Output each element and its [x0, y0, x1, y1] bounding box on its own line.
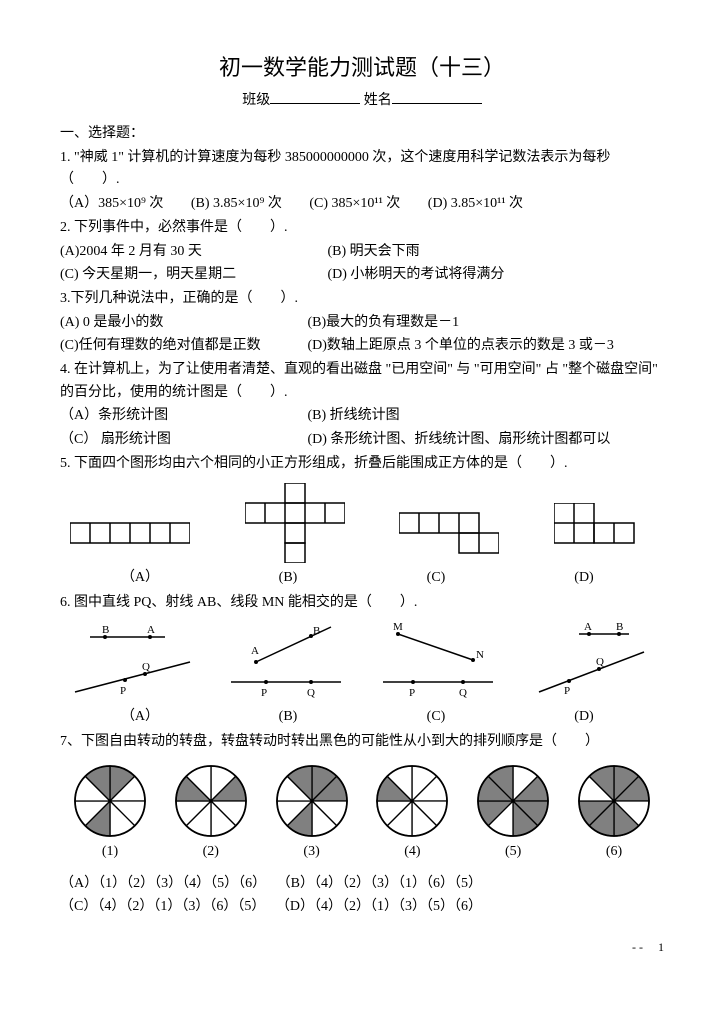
- q6-figures: B A P Q A B P Q M N P Q: [70, 622, 654, 702]
- q1-opt-d: (D) 3.85×10¹¹ 次: [428, 193, 523, 215]
- q6-lab-a: （A）: [100, 706, 180, 728]
- q5-fig-a: [70, 503, 190, 563]
- subtitle: 班级 姓名: [60, 89, 664, 112]
- q2-opt-b: (B) 明天会下雨: [328, 241, 420, 263]
- spinner-3: (3): [272, 761, 352, 863]
- q6-lab-b: (B): [248, 706, 328, 728]
- q1-opt-c: (C) 385×10¹¹ 次: [309, 193, 400, 215]
- q5-lab-c: (C): [396, 567, 476, 589]
- svg-text:N: N: [476, 649, 484, 661]
- q6-fig-d: A B P Q: [524, 622, 654, 702]
- q2-options-row2: (C) 今天星期一，明天星期二 (D) 小彬明天的考试将得满分: [60, 264, 664, 286]
- q4-options-row1: （A）条形统计图 (B) 折线统计图: [60, 405, 664, 427]
- q4-opt-c: （C） 扇形统计图: [60, 429, 280, 451]
- footer-dash: - -: [632, 940, 643, 954]
- svg-text:B: B: [616, 622, 623, 633]
- page-title: 初一数学能力测试题（十三）: [60, 50, 664, 85]
- q2-opt-c: (C) 今天星期一，明天星期二: [60, 264, 300, 286]
- svg-text:Q: Q: [142, 661, 150, 673]
- q2-text: 2. 下列事件中，必然事件是（ ）.: [60, 217, 664, 239]
- q4-opt-d: (D) 条形统计图、折线统计图、扇形统计图都可以: [308, 429, 611, 451]
- q3-opt-a: (A) 0 是最小的数: [60, 312, 280, 334]
- svg-text:A: A: [251, 645, 259, 657]
- svg-text:Q: Q: [596, 656, 604, 668]
- q5-lab-b: (B): [248, 567, 328, 589]
- q6-lab-c: (C): [396, 706, 476, 728]
- q4-opt-a: （A）条形统计图: [60, 405, 280, 427]
- q6-labels: （A） (B) (C) (D): [100, 706, 624, 728]
- q5-fig-d: [554, 503, 654, 563]
- q1-text: 1. "神威 1" 计算机的计算速度为每秒 385000000000 次，这个速…: [60, 147, 664, 192]
- q7-opt-d: （D）（4）（2）（1）（3）（5）（6）: [276, 899, 482, 914]
- name-label: 姓名: [364, 93, 392, 108]
- q7-options-row2: （C）（4）（2）（1）（3）（6）（5） （D）（4）（2）（1）（3）（5）…: [60, 896, 664, 918]
- spinner-1: (1): [70, 761, 150, 863]
- svg-text:P: P: [120, 685, 126, 697]
- q3-text: 3.下列几种说法中，正确的是（ ）.: [60, 288, 664, 310]
- q7-opt-a: （A）（1）（2）（3）（4）（5）（6）: [60, 876, 266, 891]
- class-label: 班级: [242, 93, 270, 108]
- q6-lab-d: (D): [544, 706, 624, 728]
- q5-lab-a: （A）: [100, 567, 180, 589]
- q3-opt-b: (B)最大的负有理数是－1: [308, 312, 460, 334]
- q5-figures: [70, 483, 654, 563]
- q1-options: （A）385×10⁹ 次 (B) 3.85×10⁹ 次 (C) 385×10¹¹…: [60, 193, 664, 215]
- q5-labels: （A） (B) (C) (D): [100, 567, 624, 589]
- svg-text:P: P: [261, 687, 267, 699]
- svg-text:P: P: [409, 687, 415, 699]
- q6-fig-a: B A P Q: [70, 622, 200, 702]
- q4-text: 4. 在计算机上，为了让使用者清楚、直观的看出磁盘 "已用空间" 与 "可用空间…: [60, 359, 664, 404]
- spinner-5: (5): [473, 761, 553, 863]
- q6-fig-b: A B P Q: [221, 622, 351, 702]
- q2-opt-d: (D) 小彬明天的考试将得满分: [328, 264, 505, 286]
- svg-text:B: B: [313, 625, 320, 637]
- q6-fig-c: M N P Q: [373, 622, 503, 702]
- q2-options-row1: (A)2004 年 2 月有 30 天 (B) 明天会下雨: [60, 241, 664, 263]
- q5-text: 5. 下面四个图形均由六个相同的小正方形组成，折叠后能围成正方体的是（ ）.: [60, 453, 664, 475]
- svg-text:Q: Q: [459, 687, 467, 699]
- q3-options-row2: (C)任何有理数的绝对值都是正数 (D)数轴上距原点 3 个单位的点表示的数是 …: [60, 335, 664, 357]
- q3-options-row1: (A) 0 是最小的数 (B)最大的负有理数是－1: [60, 312, 664, 334]
- q3-opt-d: (D)数轴上距原点 3 个单位的点表示的数是 3 或－3: [308, 335, 614, 357]
- q7-spinners: (1) (2) (3)(4) (5) (6): [70, 761, 654, 863]
- svg-text:A: A: [147, 624, 155, 636]
- q3-opt-c: (C)任何有理数的绝对值都是正数: [60, 335, 280, 357]
- q1-opt-b: (B) 3.85×10⁹ 次: [191, 193, 282, 215]
- q7-opt-c: （C）（4）（2）（1）（3）（6）（5）: [60, 899, 265, 914]
- svg-text:B: B: [102, 624, 109, 636]
- page-number: 1: [658, 940, 664, 954]
- svg-text:P: P: [564, 685, 570, 697]
- spinner-6: (6): [574, 761, 654, 863]
- q7-options-row1: （A）（1）（2）（3）（4）（5）（6） （B）（4）（2）（3）（1）（6）…: [60, 873, 664, 895]
- q7-text: 7、下图自由转动的转盘，转盘转动时转出黑色的可能性从小到大的排列顺序是（ ）: [60, 731, 664, 753]
- q5-fig-c: [399, 503, 499, 563]
- svg-text:M: M: [393, 622, 403, 633]
- q4-opt-b: (B) 折线统计图: [308, 405, 400, 427]
- name-blank[interactable]: [392, 89, 482, 104]
- q4-options-row2: （C） 扇形统计图 (D) 条形统计图、折线统计图、扇形统计图都可以: [60, 429, 664, 451]
- class-blank[interactable]: [270, 89, 360, 104]
- page-footer: - - 1: [60, 938, 664, 957]
- q2-opt-a: (A)2004 年 2 月有 30 天: [60, 241, 300, 263]
- section-1-heading: 一、选择题：: [60, 123, 664, 145]
- q5-fig-b: [245, 483, 345, 563]
- spinner-2: (2): [171, 761, 251, 863]
- q1-opt-a: （A）385×10⁹ 次: [60, 193, 163, 215]
- q5-lab-d: (D): [544, 567, 624, 589]
- svg-text:Q: Q: [307, 687, 315, 699]
- q6-text: 6. 图中直线 PQ、射线 AB、线段 MN 能相交的是（ ）.: [60, 592, 664, 614]
- spinner-4: (4): [372, 761, 452, 863]
- svg-text:A: A: [584, 622, 592, 633]
- q7-opt-b: （B）（4）（2）（3）（1）（6）（5）: [277, 876, 482, 891]
